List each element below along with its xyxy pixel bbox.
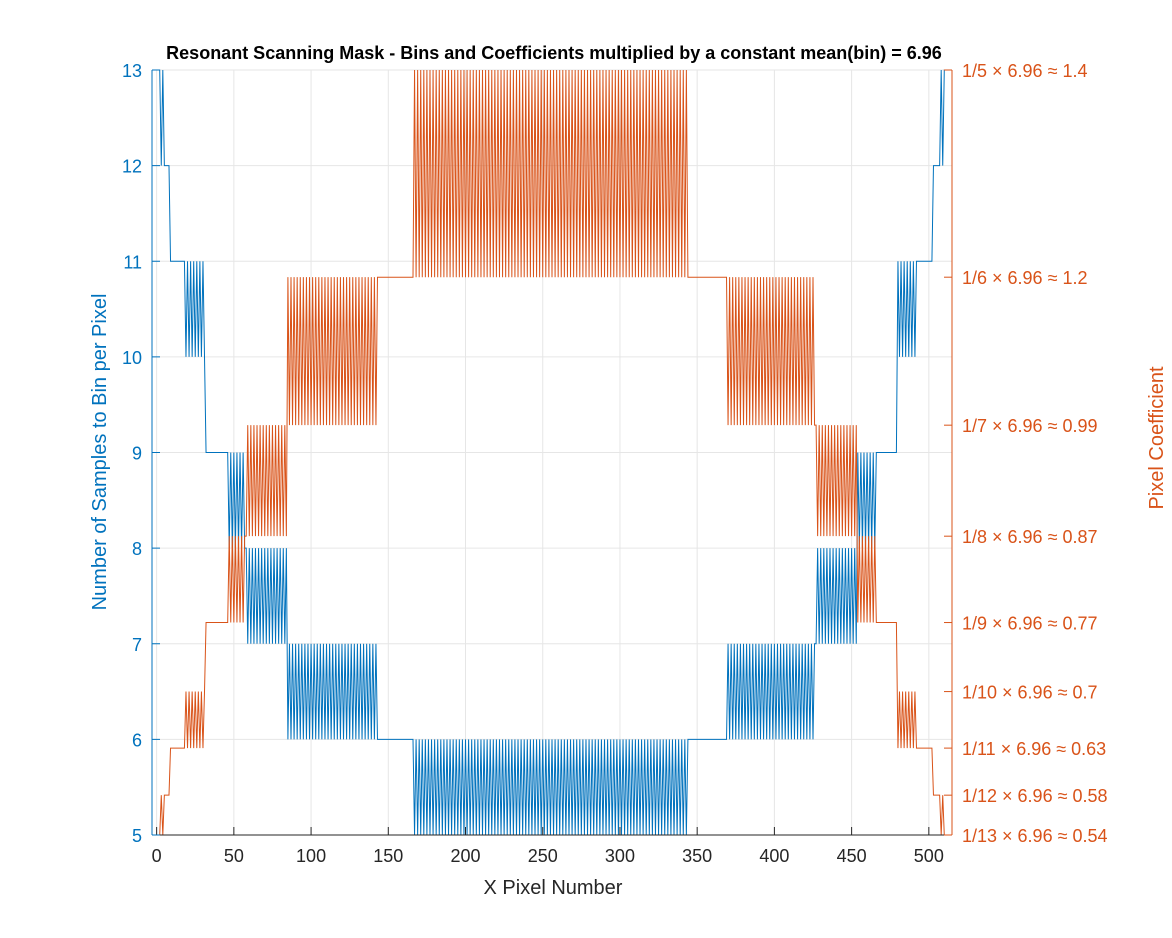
y-left-tick-label: 6 [132,730,142,750]
x-tick-label: 250 [528,846,558,866]
x-tick-label: 100 [296,846,326,866]
y-right-tick-label: 1/11 × 6.96 ≈ 0.63 [962,739,1106,759]
y-left-axis-label: Number of Samples to Bin per Pixel [89,294,111,611]
x-tick-label: 150 [373,846,403,866]
series-coefficients [156,69,946,836]
y-left-tick-label: 11 [123,252,142,272]
y-right-tick-label: 1/10 × 6.96 ≈ 0.7 [962,683,1097,703]
coefficients-line [156,69,946,836]
y-right-tick-label: 1/12 × 6.96 ≈ 0.58 [962,786,1108,806]
y-left-tick-label: 10 [122,348,142,368]
grid [152,69,952,836]
x-tick-label: 450 [837,846,867,866]
x-axis-label: X Pixel Number [484,877,623,899]
y-right-tick-label: 1/8 × 6.96 ≈ 0.87 [962,527,1097,547]
x-tick-label: 350 [682,846,712,866]
x-tick-label: 500 [914,846,944,866]
y-right-tick-label: 1/9 × 6.96 ≈ 0.77 [962,614,1097,634]
y-right-tick-label: 1/7 × 6.96 ≈ 0.99 [962,416,1097,436]
y-left-tick-label: 12 [122,157,142,177]
y-right-tick-label: 1/13 × 6.96 ≈ 0.54 [962,826,1108,846]
x-tick-label: 200 [450,846,480,866]
series-bins [156,69,946,836]
y-right-tick-label: 1/6 × 6.96 ≈ 1.2 [962,268,1087,288]
ticks: 0 50 100 150 200 250 300 350 400 450 500 5 6 7 8 9 10 11 1… [122,61,1108,866]
bins-line [156,69,946,836]
chart-title: Resonant Scanning Mask - Bins and Coeffi… [166,43,942,63]
y-left-tick-label: 7 [132,635,142,655]
x-tick-label: 300 [605,846,635,866]
y-left-tick-label: 5 [132,826,142,846]
y-left-tick-label: 13 [122,61,142,81]
y-right-axis-label: Pixel Coefficient [1146,366,1168,509]
y-left-tick-label: 8 [132,539,142,559]
x-tick-label: 0 [152,846,162,866]
x-tick-label: 400 [759,846,789,866]
y-right-tick-label: 1/5 × 6.96 ≈ 1.4 [962,61,1087,81]
x-tick-label: 50 [224,846,244,866]
y-left-tick-label: 9 [132,444,142,464]
